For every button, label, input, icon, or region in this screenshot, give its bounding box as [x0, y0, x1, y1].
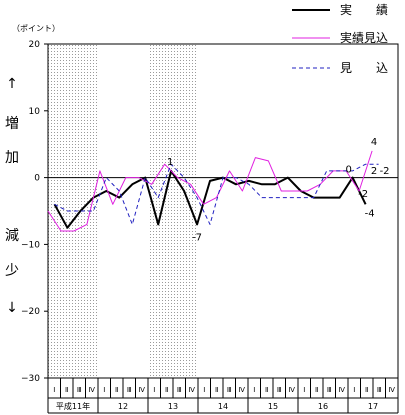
quarter-label: Ⅳ	[389, 386, 396, 394]
quarter-label: Ⅰ	[153, 386, 155, 394]
series-line-0	[53, 169, 367, 229]
shaded-year	[148, 44, 198, 378]
quarter-label: Ⅲ	[177, 386, 182, 394]
y-tick-label: −10	[21, 240, 40, 250]
quarter-label: Ⅱ	[165, 386, 168, 394]
year-label: 16	[318, 402, 328, 411]
legend-label-forecast: 見 込	[340, 61, 388, 75]
year-label: 15	[268, 402, 278, 411]
unit-label: （ポイント）	[12, 24, 60, 33]
quarter-label: Ⅲ	[327, 386, 332, 394]
side-label-char: 増	[5, 116, 19, 132]
y-tick-label: 10	[29, 107, 41, 117]
quarter-label: Ⅰ	[53, 386, 55, 394]
quarter-label: Ⅱ	[65, 386, 68, 394]
side-label-char: ↓	[6, 300, 18, 316]
series-line-1	[47, 150, 373, 232]
legend-label-actual: 実 績	[340, 2, 388, 17]
side-label-char: 減	[5, 227, 19, 244]
y-tick-label: −20	[21, 307, 40, 317]
y-tick-label: −30	[21, 374, 40, 384]
quarter-label: Ⅳ	[89, 386, 96, 394]
plot-frame	[47, 43, 399, 379]
data-label: 1	[167, 157, 173, 168]
quarter-label: Ⅱ	[115, 386, 118, 394]
quarter-label: Ⅳ	[289, 386, 296, 394]
data-label: 0	[345, 165, 351, 176]
quarter-label: Ⅰ	[253, 386, 255, 394]
side-label-char: 加	[5, 150, 19, 166]
quarter-label: Ⅲ	[377, 386, 382, 394]
data-label: -2	[358, 189, 368, 200]
quarter-label: Ⅳ	[189, 386, 196, 394]
quarter-label: Ⅳ	[139, 386, 146, 394]
year-label: 13	[168, 402, 178, 411]
quarter-label: Ⅰ	[353, 386, 355, 394]
year-label: 12	[118, 402, 128, 411]
year-label: 17	[368, 402, 378, 411]
y-tick-label: 20	[29, 40, 41, 50]
quarter-label: Ⅱ	[365, 386, 368, 394]
quarter-label: Ⅲ	[227, 386, 232, 394]
legend: 実 績 実績見込 見 込	[292, 2, 388, 75]
quarter-label: Ⅱ	[315, 386, 318, 394]
quarter-label: Ⅲ	[77, 386, 82, 394]
data-label: 2	[371, 166, 377, 177]
legend-label-estimate: 実績見込	[340, 30, 388, 45]
quarter-label: Ⅰ	[103, 386, 105, 394]
side-label-char: ↑	[6, 76, 18, 92]
quarter-label: Ⅰ	[303, 386, 305, 394]
quarter-label: Ⅱ	[265, 386, 268, 394]
series-line-2	[54, 163, 379, 225]
quarter-label: Ⅲ	[277, 386, 282, 394]
quarter-label: Ⅰ	[203, 386, 205, 394]
year-label: 14	[218, 402, 228, 411]
data-label: -2	[380, 166, 390, 177]
quarter-label: Ⅱ	[215, 386, 218, 394]
data-label: 4	[371, 137, 377, 148]
quarter-label: Ⅳ	[339, 386, 346, 394]
y-tick-label: 0	[34, 174, 40, 184]
quarter-label: Ⅲ	[127, 386, 132, 394]
side-label-char: 少	[5, 263, 19, 279]
year-label: 平成11年	[56, 401, 90, 411]
quarter-label: Ⅳ	[239, 386, 246, 394]
data-label: -7	[192, 232, 202, 243]
data-label: -4	[365, 208, 375, 219]
